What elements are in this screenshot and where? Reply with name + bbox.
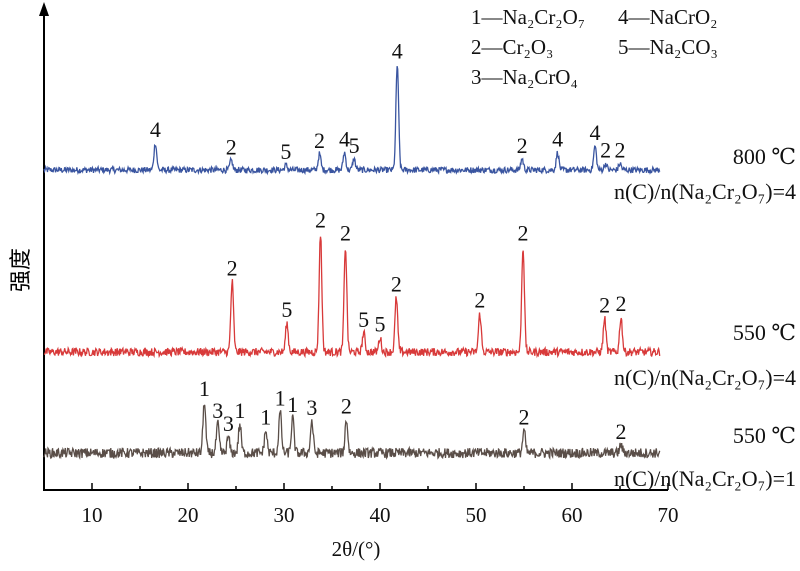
x-tick-label: 10	[82, 503, 103, 527]
x-tick-label: 50	[466, 503, 487, 527]
series-temperature-label: 550 ℃	[733, 423, 796, 448]
legend-entry: 1—Na₂Cr₂O₇	[471, 5, 585, 29]
peak-label: 4	[392, 38, 403, 63]
x-tick-label: 30	[274, 503, 295, 527]
legend-entry: 5—Na₂CO₃	[618, 35, 718, 59]
series-line	[43, 236, 661, 359]
peak-label: 2	[341, 393, 352, 418]
peak-label: 2	[474, 288, 485, 313]
peak-label: 4	[339, 126, 350, 151]
series-temperature-label: 800 ℃	[733, 144, 796, 169]
peak-label: 1	[199, 376, 210, 401]
series-line	[43, 65, 661, 176]
series-line	[43, 404, 661, 461]
peak-label: 3	[306, 395, 317, 420]
peak-label: 5	[281, 297, 292, 322]
peak-label: 4	[150, 117, 161, 142]
legend: 1—Na₂Cr₂O₇ 2—Cr₂O₃ 3—Na₂CrO₄ 4—NaCrO₂ 5—Na₂C…	[471, 5, 718, 89]
peak-label: 2	[615, 291, 626, 316]
peak-label: 2	[227, 256, 238, 281]
peak-label: 1	[287, 392, 298, 417]
peak-label: 2	[519, 405, 530, 430]
peak-label: 5	[375, 312, 386, 337]
peak-label: 2	[340, 220, 351, 245]
peak-label: 2	[600, 138, 611, 163]
peak-label: 1	[234, 398, 245, 423]
peak-label: 2	[599, 292, 610, 317]
series-labels: 800 ℃ n(C)/n(Na₂Cr₂O₇)=4 550 ℃ n(C)/n(Na₂Cr…	[614, 144, 796, 491]
peak-label: 2	[615, 138, 626, 163]
series-ratio-label: n(C)/n(Na₂Cr₂O₇)=4	[614, 179, 796, 204]
traces	[43, 65, 661, 461]
peak-label: 1	[275, 385, 286, 410]
legend-entry: 3—Na₂CrO₄	[471, 65, 578, 89]
x-tick-label: 70	[658, 503, 679, 527]
peak-label: 2	[314, 128, 325, 153]
peak-label: 3	[212, 398, 223, 423]
peak-label: 2	[315, 208, 326, 233]
x-tick-label: 20	[178, 503, 199, 527]
peak-label: 3	[223, 411, 234, 436]
peak-label: 2	[517, 133, 528, 158]
peak-label: 1	[260, 405, 271, 430]
x-tick-label: 40	[370, 503, 391, 527]
series-ratio-label: n(C)/n(Na₂Cr₂O₇)=4	[614, 365, 796, 390]
peak-label: 4	[552, 126, 563, 151]
peak-label: 2	[518, 220, 529, 245]
axes: 10 20 30 40 50 60 70	[39, 2, 679, 527]
legend-entry: 2—Cr₂O₃	[471, 35, 553, 59]
y-axis-arrow	[39, 2, 49, 16]
peak-label: 5	[349, 133, 360, 158]
x-axis-label: 2θ/(°)	[332, 537, 381, 561]
peak-label: 4	[590, 120, 601, 145]
peak-label: 2	[615, 419, 626, 444]
series-temperature-label: 550 ℃	[733, 320, 796, 345]
y-axis-label: 强度	[9, 248, 34, 292]
peak-label: 2	[391, 272, 402, 297]
series-ratio-label: n(C)/n(Na₂Cr₂O₇)=1	[614, 466, 796, 491]
peak-label: 2	[226, 134, 237, 159]
peak-label: 5	[280, 139, 291, 164]
peak-label: 5	[358, 307, 369, 332]
x-tick-label: 60	[562, 503, 583, 527]
legend-entry: 4—NaCrO₂	[618, 5, 717, 29]
